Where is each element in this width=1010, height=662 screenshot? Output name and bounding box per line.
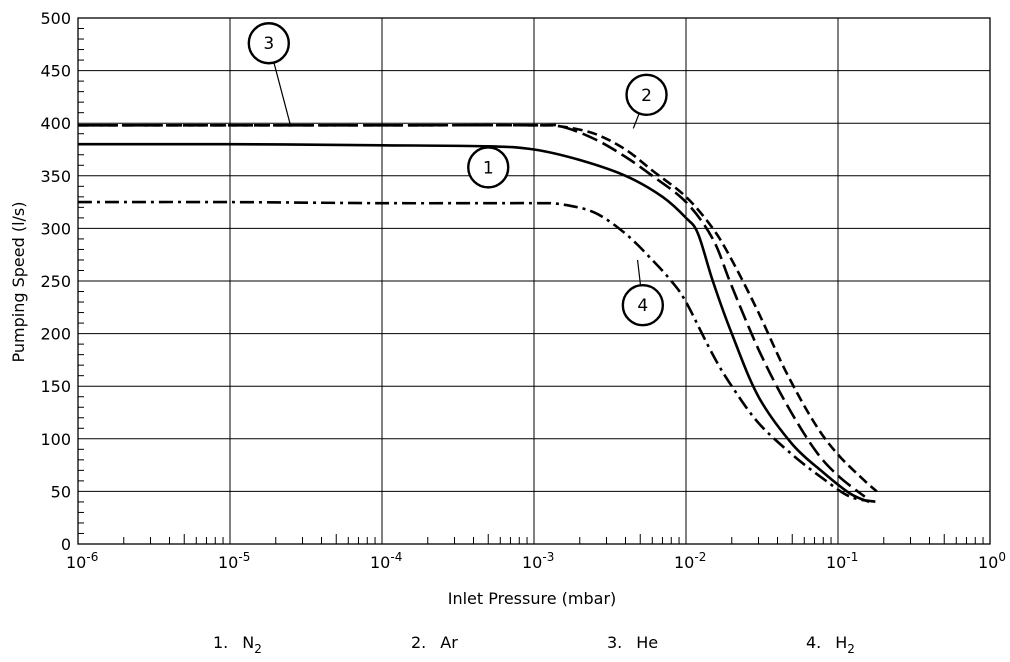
x-tick-label: 10-6 [66,550,98,572]
y-tick-label: 100 [40,430,71,449]
y-axis-title: Pumping Speed (l/s) [9,202,28,363]
x-tick-label: 10-4 [370,550,402,572]
legend-item-4: 4. H2 [806,633,855,656]
callout-label-1: 1 [483,158,494,178]
x-tick-label: 10-1 [826,550,858,572]
x-axis-title: Inlet Pressure (mbar) [448,589,617,608]
series-line-1 [77,142,870,504]
minor-ticks [78,28,984,544]
callouts: 1 2 3 4 [247,22,668,327]
legend-item-2: 2. Ar [411,633,458,652]
legend: 1. N2 2. Ar 3. He 4. H2 [213,633,855,656]
y-tick-labels: 0 50 100 150 200 250 300 350 400 450 500 [40,9,71,554]
y-tick-label: 300 [40,219,71,238]
legend-item-3: 3. He [607,633,658,652]
y-tick-label: 150 [40,377,71,396]
series-layer [77,123,878,504]
y-tick-label: 250 [40,272,71,291]
plot-frame [77,17,991,545]
y-tick-label: 400 [40,114,71,133]
series-line-4 [77,200,878,504]
y-tick-label: 50 [51,482,71,501]
callout-leader-3 [273,62,292,126]
y-tick-label: 450 [40,62,71,81]
callout-leader-2 [632,113,640,129]
callout-circle-4 [621,283,665,327]
y-tick-label: 500 [40,9,71,28]
callout-label-3: 3 [263,34,274,54]
callout-label-4: 4 [637,296,648,316]
y-tick-label: 350 [40,167,71,186]
callout-circle-3 [247,22,291,65]
x-tick-label: 10-5 [218,550,250,572]
series-line-3 [78,123,866,498]
x-tick-label: 10-2 [674,550,706,572]
callout-circle-1 [467,146,510,189]
callout-label-2: 2 [641,86,652,106]
legend-item-1: 1. N2 [213,633,262,656]
x-tick-label: 100 [978,550,1006,572]
y-tick-label: 0 [61,535,71,554]
callout-leader-4 [636,259,642,286]
y-tick-label: 200 [40,325,71,344]
grid-lines [78,18,990,544]
x-tick-labels: 10-6 10-5 10-4 10-3 10-2 10-1 100 [66,550,1006,572]
x-tick-label: 10-3 [522,550,554,572]
callout-circle-2 [625,73,668,116]
